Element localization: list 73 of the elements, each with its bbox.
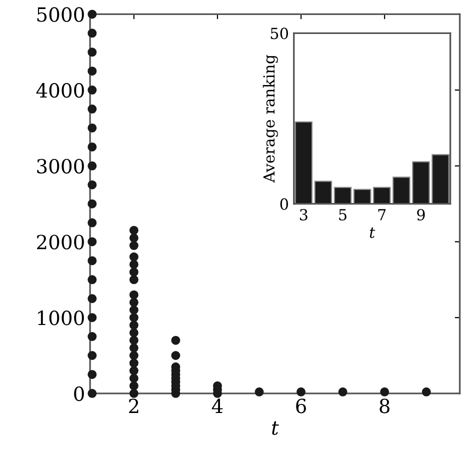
point — [129, 374, 138, 383]
point — [88, 388, 97, 398]
point — [88, 142, 97, 152]
x-tick-label: 9 — [417, 208, 425, 221]
point — [88, 123, 97, 132]
bar — [373, 186, 391, 204]
point — [129, 336, 138, 345]
y-tick-label: 3000 — [37, 158, 84, 174]
x-tick-label: 2 — [129, 398, 138, 414]
point — [129, 252, 138, 262]
y-tick-label: 0 — [280, 198, 288, 210]
point — [88, 275, 97, 284]
point — [296, 387, 306, 396]
point — [88, 180, 97, 190]
x-axis-title: t — [370, 227, 376, 238]
bar — [294, 121, 313, 204]
point — [88, 370, 97, 379]
point — [129, 275, 138, 284]
point — [88, 237, 97, 246]
point — [88, 199, 97, 208]
x-tick-label: 7 — [378, 209, 386, 220]
point — [88, 256, 97, 266]
point — [129, 305, 138, 314]
x-tick-label: 6 — [296, 398, 306, 414]
point — [88, 161, 97, 170]
point — [88, 294, 97, 304]
y-tick-label: 0 — [74, 386, 84, 402]
y-tick-label: 5000 — [37, 7, 84, 22]
point — [380, 387, 390, 396]
point — [88, 104, 97, 114]
point — [88, 48, 97, 57]
point — [88, 28, 97, 38]
point — [129, 343, 138, 352]
point — [129, 328, 138, 338]
x-axis-title: t — [272, 421, 279, 435]
point — [129, 233, 138, 242]
y-tick-label: 2000 — [37, 234, 84, 250]
point — [88, 10, 97, 19]
point — [88, 332, 97, 342]
bar — [334, 186, 352, 204]
point — [129, 320, 138, 330]
point — [88, 351, 97, 360]
point — [254, 387, 264, 396]
point — [129, 260, 138, 269]
y-tick-label: 1000 — [38, 310, 84, 326]
point — [88, 86, 97, 95]
y-axis-title: Average ranking — [262, 54, 278, 183]
y-tick-label: 4000 — [36, 83, 84, 98]
point — [338, 387, 348, 396]
point — [129, 351, 138, 360]
x-tick-label: 4 — [212, 398, 223, 414]
point — [129, 268, 138, 277]
point — [88, 66, 97, 76]
point — [129, 290, 138, 300]
bar — [353, 188, 372, 204]
point — [422, 387, 431, 396]
x-tick-label: 3 — [300, 208, 308, 221]
point — [129, 226, 138, 235]
bar — [314, 180, 332, 204]
point — [129, 388, 138, 398]
point — [129, 313, 138, 322]
point — [129, 241, 138, 250]
point — [129, 381, 138, 390]
point — [129, 366, 138, 376]
point — [129, 298, 138, 307]
point — [129, 358, 138, 368]
y-tick-label: 50 — [270, 28, 288, 40]
point — [171, 336, 180, 345]
point — [88, 313, 97, 322]
x-tick-label: 5 — [339, 209, 346, 221]
x-tick-label: 8 — [380, 398, 390, 414]
point — [88, 218, 97, 228]
point — [171, 351, 180, 360]
